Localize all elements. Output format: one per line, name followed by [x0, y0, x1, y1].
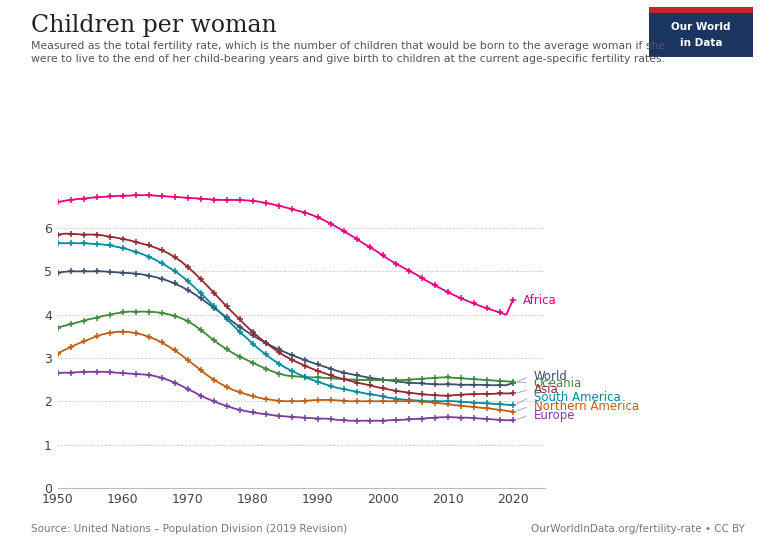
Text: in Data: in Data	[680, 38, 722, 48]
Text: Our World: Our World	[671, 22, 730, 32]
Text: Northern America: Northern America	[534, 400, 639, 413]
Text: Measured as the total fertility rate, which is the number of children that would: Measured as the total fertility rate, wh…	[31, 41, 665, 64]
Text: Source: United Nations – Population Division (2019 Revision): Source: United Nations – Population Divi…	[31, 524, 347, 534]
Text: Africa: Africa	[515, 294, 556, 307]
Text: Europe: Europe	[534, 409, 575, 422]
Text: World: World	[534, 370, 568, 383]
FancyBboxPatch shape	[649, 7, 753, 57]
FancyBboxPatch shape	[649, 7, 753, 13]
Text: Children per woman: Children per woman	[31, 14, 276, 36]
Text: Oceania: Oceania	[534, 377, 582, 390]
Text: South America: South America	[534, 391, 621, 404]
Text: Asia: Asia	[534, 383, 558, 396]
Text: OurWorldInData.org/fertility-rate • CC BY: OurWorldInData.org/fertility-rate • CC B…	[531, 524, 745, 534]
